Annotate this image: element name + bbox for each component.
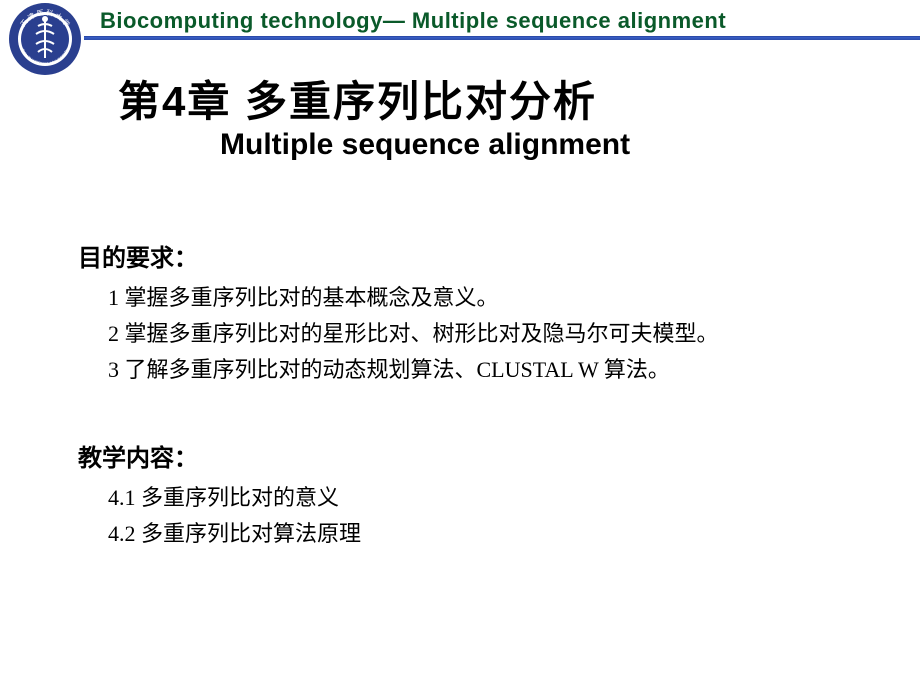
objectives-heading: 目的要求： — [78, 238, 198, 273]
contents-heading: 教学内容： — [78, 438, 198, 473]
list-item: 2 掌握多重序列比对的星形比对、树形比对及隐马尔可夫模型。 — [108, 316, 719, 352]
list-item: 1 掌握多重序列比对的基本概念及意义。 — [108, 280, 719, 316]
header: 天 津 医 科 大 学 TIANJIN MEDICAL UNIVERSITY B… — [0, 0, 920, 60]
chapter-title: 第4章 多重序列比对分析 — [118, 68, 597, 129]
objectives-list: 1 掌握多重序列比对的基本概念及意义。 2 掌握多重序列比对的星形比对、树形比对… — [108, 280, 719, 388]
list-item: 3 了解多重序列比对的动态规划算法、CLUSTAL W 算法。 — [108, 352, 719, 388]
chapter-subtitle: Multiple sequence alignment — [220, 128, 630, 162]
divider-line — [84, 36, 920, 40]
list-item: 4.1 多重序列比对的意义 — [108, 480, 361, 516]
contents-list: 4.1 多重序列比对的意义 4.2 多重序列比对算法原理 — [108, 480, 361, 552]
list-item: 4.2 多重序列比对算法原理 — [108, 516, 361, 552]
course-title: Biocomputing technology— Multiple sequen… — [100, 8, 726, 34]
university-logo: 天 津 医 科 大 学 TIANJIN MEDICAL UNIVERSITY — [8, 2, 82, 76]
